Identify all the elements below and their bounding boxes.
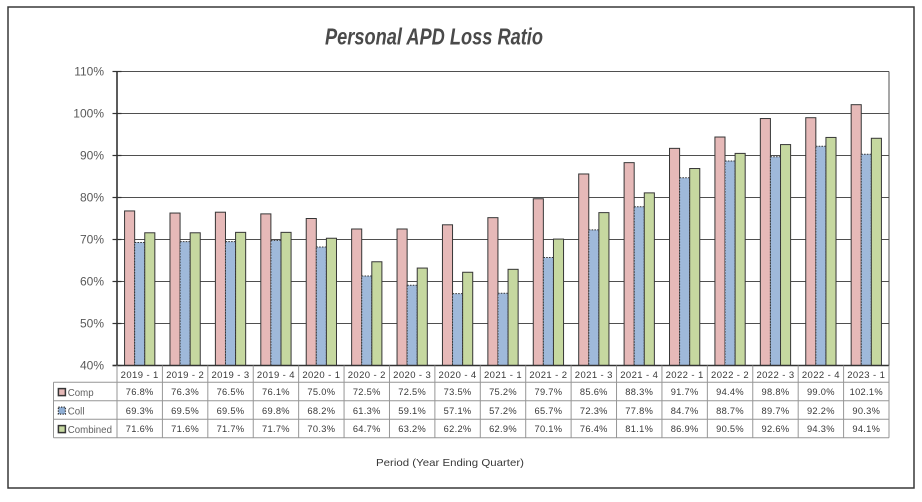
svg-text:65.7%: 65.7%: [534, 406, 562, 416]
svg-text:76.4%: 76.4%: [580, 424, 608, 434]
svg-text:76.3%: 76.3%: [171, 387, 199, 397]
svg-text:57.2%: 57.2%: [489, 406, 517, 416]
svg-text:2022 - 4: 2022 - 4: [802, 370, 840, 381]
svg-text:70%: 70%: [80, 233, 104, 247]
svg-text:77.8%: 77.8%: [625, 406, 653, 416]
svg-text:72.5%: 72.5%: [398, 387, 426, 397]
svg-text:Comp: Comp: [68, 388, 94, 399]
svg-text:Period (Year Ending Quarter): Period (Year Ending Quarter): [376, 457, 524, 469]
svg-text:68.2%: 68.2%: [307, 406, 335, 416]
svg-text:69.3%: 69.3%: [126, 406, 154, 416]
svg-text:50%: 50%: [80, 317, 104, 331]
svg-text:2019 - 2: 2019 - 2: [166, 370, 204, 381]
svg-text:Coll: Coll: [68, 406, 85, 417]
svg-text:2021 - 3: 2021 - 3: [575, 370, 613, 381]
svg-text:63.2%: 63.2%: [398, 424, 426, 434]
svg-text:2020 - 2: 2020 - 2: [348, 370, 386, 381]
svg-text:73.5%: 73.5%: [444, 387, 472, 397]
svg-text:90.5%: 90.5%: [716, 424, 744, 434]
svg-text:2021 - 2: 2021 - 2: [529, 370, 567, 381]
svg-text:79.7%: 79.7%: [534, 387, 562, 397]
svg-text:64.7%: 64.7%: [353, 424, 381, 434]
svg-text:2020 - 3: 2020 - 3: [393, 370, 431, 381]
svg-text:94.1%: 94.1%: [852, 424, 880, 434]
svg-text:76.8%: 76.8%: [126, 387, 154, 397]
svg-text:88.3%: 88.3%: [625, 387, 653, 397]
svg-text:62.2%: 62.2%: [444, 424, 472, 434]
svg-text:2022 - 2: 2022 - 2: [711, 370, 749, 381]
svg-text:Personal APD Loss Ratio: Personal APD Loss Ratio: [325, 24, 543, 50]
svg-text:86.9%: 86.9%: [671, 424, 699, 434]
svg-text:110%: 110%: [74, 65, 104, 79]
svg-text:2019 - 3: 2019 - 3: [211, 370, 249, 381]
svg-text:70.3%: 70.3%: [307, 424, 335, 434]
svg-text:84.7%: 84.7%: [671, 406, 699, 416]
svg-text:80%: 80%: [80, 191, 104, 205]
svg-text:2019 - 4: 2019 - 4: [257, 370, 295, 381]
svg-text:71.7%: 71.7%: [217, 424, 245, 434]
svg-text:71.7%: 71.7%: [262, 424, 290, 434]
svg-text:71.6%: 71.6%: [171, 424, 199, 434]
svg-text:2019 - 1: 2019 - 1: [121, 370, 159, 381]
svg-text:91.7%: 91.7%: [671, 387, 699, 397]
svg-text:76.1%: 76.1%: [262, 387, 290, 397]
svg-text:76.5%: 76.5%: [217, 387, 245, 397]
svg-text:72.3%: 72.3%: [580, 406, 608, 416]
svg-text:99.0%: 99.0%: [807, 387, 835, 397]
svg-text:75.0%: 75.0%: [307, 387, 335, 397]
svg-text:57.1%: 57.1%: [444, 406, 472, 416]
svg-text:59.1%: 59.1%: [398, 406, 426, 416]
svg-text:72.5%: 72.5%: [353, 387, 381, 397]
svg-text:60%: 60%: [80, 275, 104, 289]
svg-text:40%: 40%: [80, 359, 104, 373]
svg-text:88.7%: 88.7%: [716, 406, 744, 416]
svg-text:92.2%: 92.2%: [807, 406, 835, 416]
svg-text:69.5%: 69.5%: [217, 406, 245, 416]
svg-text:2022 - 3: 2022 - 3: [756, 370, 794, 381]
svg-text:2020 - 4: 2020 - 4: [439, 370, 477, 381]
svg-text:Combined: Combined: [68, 425, 112, 436]
svg-text:70.1%: 70.1%: [534, 424, 562, 434]
svg-text:102.1%: 102.1%: [850, 387, 883, 397]
svg-text:89.7%: 89.7%: [762, 406, 790, 416]
svg-text:62.9%: 62.9%: [489, 424, 517, 434]
svg-text:85.6%: 85.6%: [580, 387, 608, 397]
svg-text:2020 - 1: 2020 - 1: [302, 370, 340, 381]
svg-text:75.2%: 75.2%: [489, 387, 517, 397]
svg-text:69.8%: 69.8%: [262, 406, 290, 416]
svg-text:94.4%: 94.4%: [716, 387, 744, 397]
svg-text:61.3%: 61.3%: [353, 406, 381, 416]
svg-text:2023 - 1: 2023 - 1: [847, 370, 885, 381]
svg-text:90%: 90%: [80, 149, 104, 163]
svg-text:94.3%: 94.3%: [807, 424, 835, 434]
svg-text:69.5%: 69.5%: [171, 406, 199, 416]
svg-text:2021 - 4: 2021 - 4: [620, 370, 658, 381]
svg-text:2021 - 1: 2021 - 1: [484, 370, 522, 381]
svg-text:90.3%: 90.3%: [852, 406, 880, 416]
svg-text:81.1%: 81.1%: [625, 424, 653, 434]
svg-text:2022 - 1: 2022 - 1: [666, 370, 704, 381]
svg-text:100%: 100%: [73, 107, 104, 121]
svg-text:92.6%: 92.6%: [762, 424, 790, 434]
svg-text:98.8%: 98.8%: [762, 387, 790, 397]
svg-text:71.6%: 71.6%: [126, 424, 154, 434]
